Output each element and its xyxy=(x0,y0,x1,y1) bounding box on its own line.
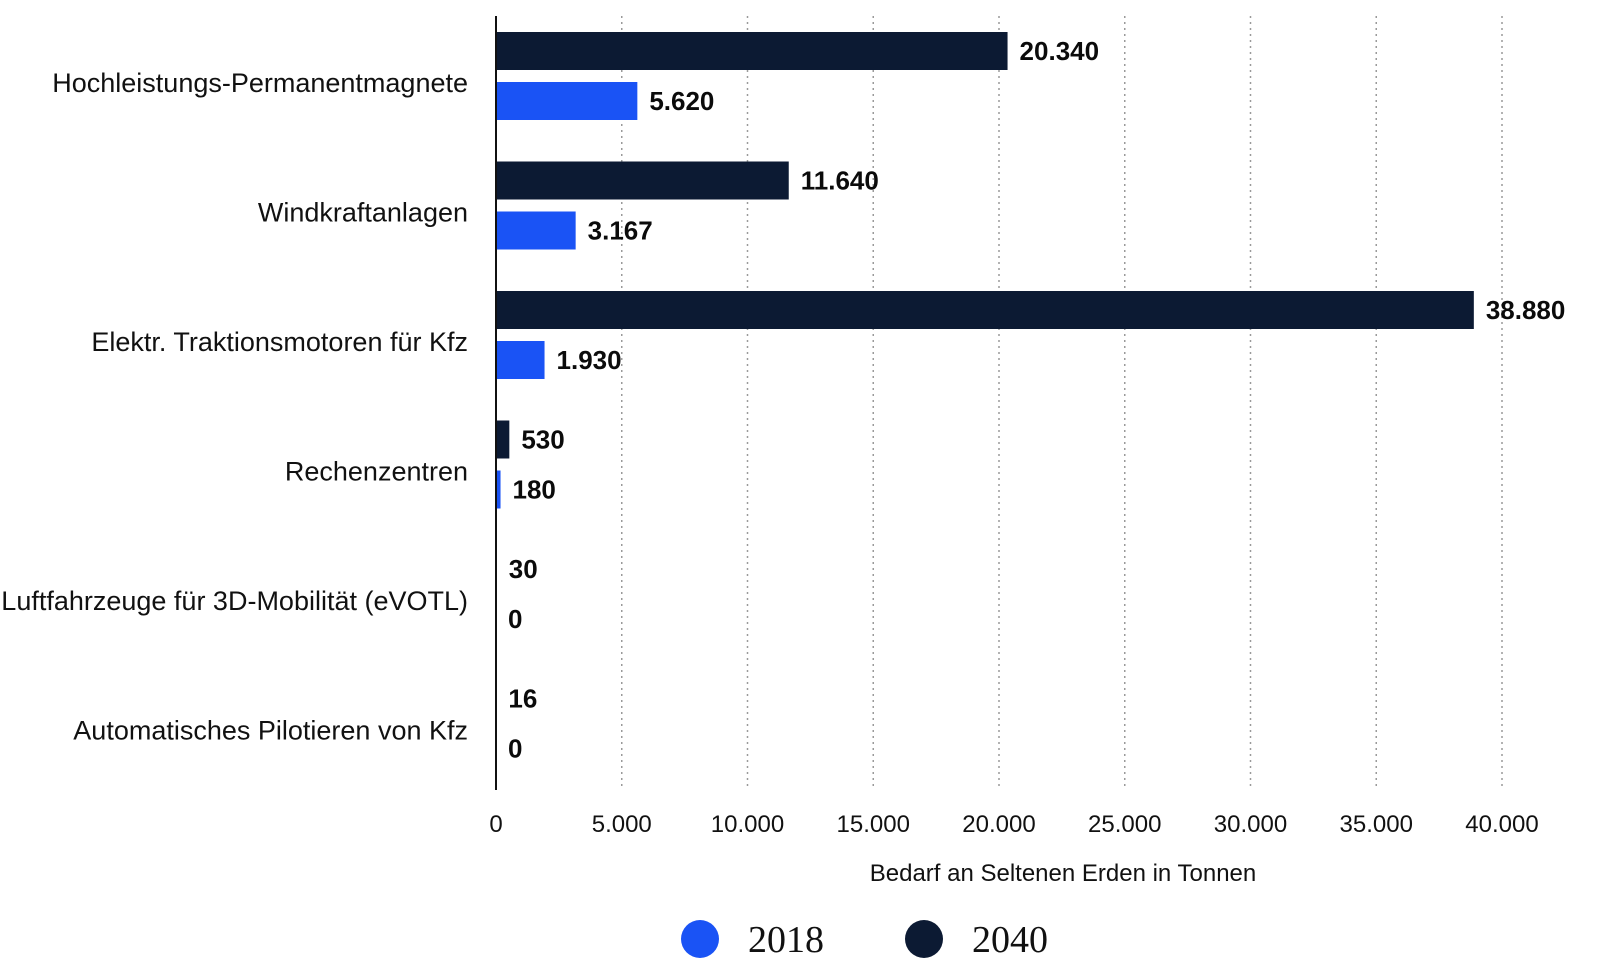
x-tick-label: 35.000 xyxy=(1340,811,1413,838)
category-label: Elektr. Traktionsmotoren für Kfz xyxy=(91,327,468,357)
category-label: Hochleistungs-Permanentmagnete xyxy=(52,68,468,98)
bar-2040 xyxy=(496,420,510,459)
bar-2040 xyxy=(496,32,1008,70)
bar-2018 xyxy=(496,211,576,250)
x-tick-label: 30.000 xyxy=(1214,811,1287,838)
x-tick-label: 5.000 xyxy=(592,811,652,838)
value-labels: 20.340 5.620 11.640 3.167 38.880 1.930 530 180 3… xyxy=(508,36,1565,764)
bar-2040 xyxy=(496,291,1474,329)
value-label-2040: 11.640 xyxy=(801,166,879,196)
gridlines xyxy=(621,16,1503,790)
value-label-2018: 180 xyxy=(513,475,556,505)
bars xyxy=(496,32,1474,718)
category-labels: Hochleistungs-Permanentmagnete Windkrafta… xyxy=(1,68,468,746)
value-label-2040: 20.340 xyxy=(1020,36,1100,66)
legend-label-2040: 2040 xyxy=(972,919,1048,961)
category-label: Rechenzentren xyxy=(285,457,468,487)
value-label-2040: 530 xyxy=(521,425,564,455)
value-label-2018: 1.930 xyxy=(557,345,622,375)
category-label: Luftfahrzeuge für 3D-Mobilität (eVOTL) xyxy=(1,586,468,616)
category-label: Automatisches Pilotieren von Kfz xyxy=(73,716,468,746)
legend-swatch-2040 xyxy=(905,920,943,958)
value-label-2040: 16 xyxy=(508,684,537,714)
value-label-2040: 30 xyxy=(509,554,538,584)
bar-2040 xyxy=(496,161,789,200)
value-label-2018: 0 xyxy=(508,604,522,634)
legend-swatch-2018 xyxy=(681,920,719,958)
category-label: Windkraftanlagen xyxy=(258,198,468,228)
legend: 2018 2040 xyxy=(681,919,1048,961)
value-label-2018: 5.620 xyxy=(649,86,714,116)
x-tick-labels: 0 5.000 10.000 15.000 20.000 25.000 30.000 35.0… xyxy=(489,811,1538,838)
value-label-2018: 0 xyxy=(508,734,522,764)
x-tick-label: 0 xyxy=(489,811,502,838)
bar-2018 xyxy=(496,82,638,120)
x-axis-title: Bedarf an Seltenen Erden in Tonnen xyxy=(870,860,1257,887)
x-tick-label: 10.000 xyxy=(711,811,784,838)
x-tick-label: 15.000 xyxy=(837,811,910,838)
value-label-2040: 38.880 xyxy=(1486,295,1566,325)
x-tick-label: 25.000 xyxy=(1088,811,1161,838)
x-tick-label: 20.000 xyxy=(962,811,1035,838)
legend-label-2018: 2018 xyxy=(748,919,824,961)
bar-2018 xyxy=(496,470,501,509)
x-tick-label: 40.000 xyxy=(1465,811,1538,838)
bar-2018 xyxy=(496,341,545,379)
value-label-2018: 3.167 xyxy=(588,216,653,246)
